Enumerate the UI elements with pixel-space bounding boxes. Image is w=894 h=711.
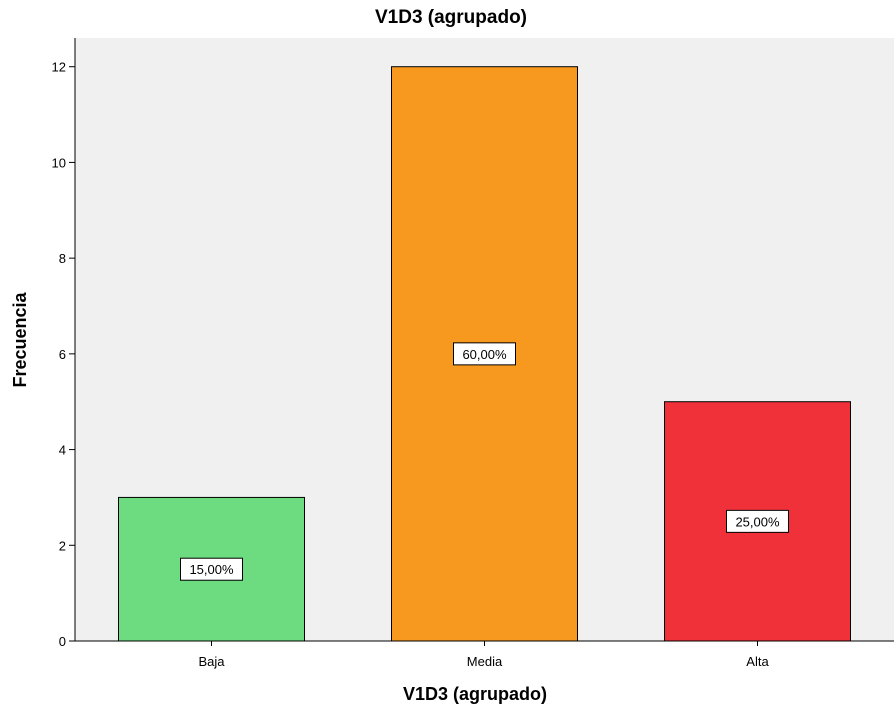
x-axis-title: V1D3 (agrupado) xyxy=(403,684,547,704)
x-tick-label: Baja xyxy=(198,654,225,669)
data-label-box xyxy=(453,342,516,366)
data-label-box xyxy=(726,509,789,533)
data-label: 15,00% xyxy=(189,562,234,577)
x-tick-label: Alta xyxy=(746,654,769,669)
y-tick-label: 6 xyxy=(59,347,66,362)
y-axis-title: Frecuencia xyxy=(10,291,30,387)
x-axis-ticks: Baja Media Alta xyxy=(198,641,769,669)
data-label-box xyxy=(180,557,243,581)
y-tick-label: 0 xyxy=(59,634,66,649)
data-label: 60,00% xyxy=(462,347,507,362)
chart-title: V1D3 (agrupado) xyxy=(375,7,527,28)
y-tick-label: 2 xyxy=(59,538,66,553)
y-tick-label: 4 xyxy=(59,443,66,458)
data-labels-group: 15,00% 60,00% 25,00% xyxy=(180,342,789,581)
y-tick-label: 12 xyxy=(52,60,66,75)
data-label: 25,00% xyxy=(735,514,780,529)
y-tick-label: 8 xyxy=(59,251,66,266)
y-tick-label: 10 xyxy=(52,155,66,170)
x-tick-label: Media xyxy=(467,654,503,669)
y-axis-ticks: 0 2 4 6 8 10 12 xyxy=(52,60,75,649)
